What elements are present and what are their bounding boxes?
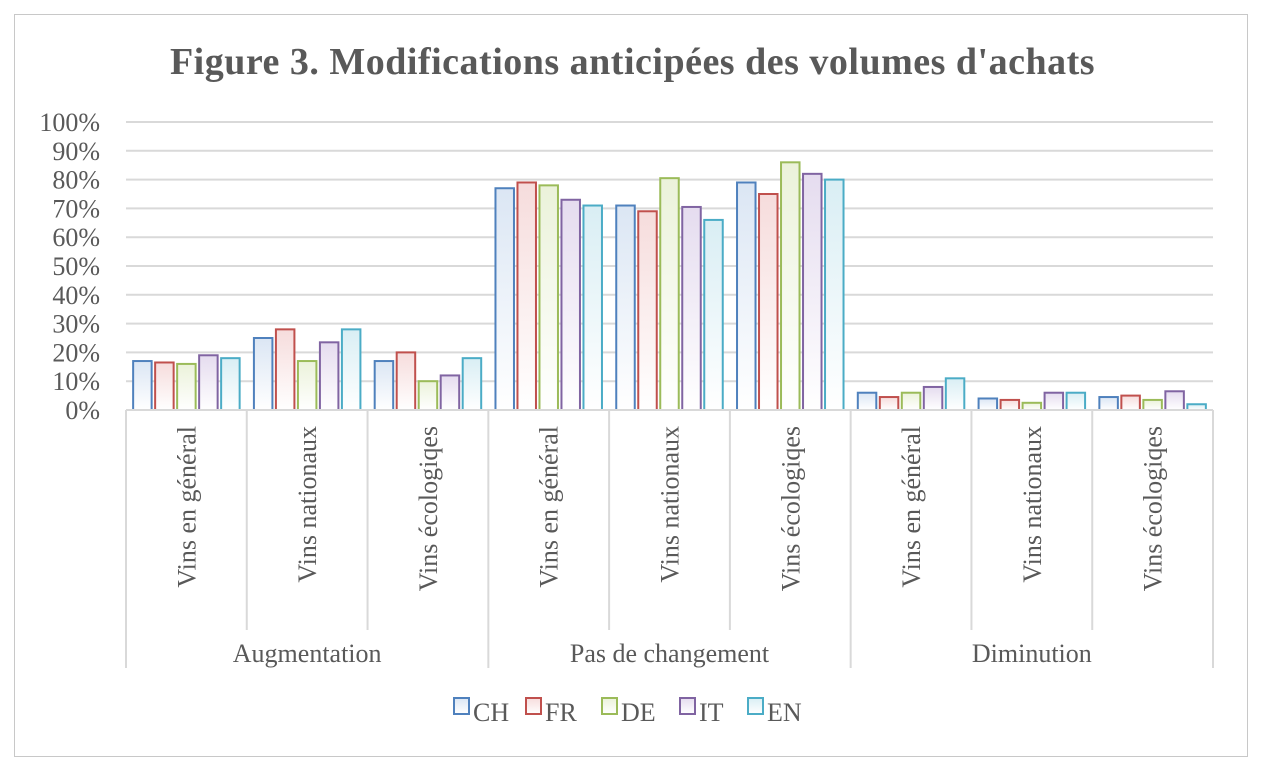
bar-ch	[736, 181, 757, 411]
bar-it	[802, 172, 823, 411]
y-tick-label: 40%	[52, 281, 100, 310]
bar-it	[318, 341, 340, 412]
bar-ch	[977, 397, 999, 412]
bar-ch	[132, 360, 153, 412]
chart-title: Figure 3. Modifications anticipées des v…	[169, 41, 1096, 83]
group-label: Augmentation	[233, 639, 382, 668]
group-label: Diminution	[972, 639, 1092, 668]
category-label: Vins nationaux	[293, 426, 322, 583]
bar-en	[1065, 391, 1087, 412]
category-label: Vins en général	[535, 426, 564, 588]
category-label: Vins nationaux	[1018, 426, 1047, 583]
y-tick-label: 20%	[52, 338, 100, 367]
legend-item-it: IT	[679, 697, 724, 727]
bar-it	[560, 198, 581, 411]
bar-ch	[1098, 396, 1119, 412]
y-tick-label: 80%	[52, 166, 100, 195]
bar-en	[340, 328, 362, 411]
bar-fr	[878, 396, 900, 412]
legend-item-en: EN	[747, 697, 802, 727]
category-label: Vins nationaux	[656, 426, 685, 583]
bar-de	[1142, 398, 1163, 412]
legend-item-ch: CH	[453, 697, 509, 727]
bar-fr	[999, 398, 1021, 412]
y-axis-ticks: 0%10%20%30%40%50%60%70%80%90%100%	[39, 108, 100, 425]
bar-en	[703, 218, 724, 411]
category-label: Vins écologiqes	[776, 426, 805, 591]
y-tick-label: 10%	[52, 367, 100, 396]
bar-it	[922, 385, 944, 411]
legend-label: FR	[545, 698, 577, 727]
x-axis	[125, 409, 1214, 668]
legend-label: DE	[621, 698, 656, 727]
bar-de	[659, 177, 680, 411]
bar-it	[1164, 390, 1185, 411]
bar-en	[582, 204, 603, 411]
bar-de	[900, 391, 922, 412]
legend-swatch	[525, 697, 542, 715]
y-tick-label: 100%	[39, 108, 100, 137]
bar-en	[220, 357, 241, 412]
y-tick-label: 50%	[52, 252, 100, 281]
bar-fr	[1120, 394, 1141, 412]
bar-it	[1043, 391, 1065, 412]
legend-label: CH	[473, 698, 509, 727]
bar-fr	[395, 351, 417, 411]
category-label: Vins écologiqes	[1139, 426, 1168, 591]
legend-swatch	[747, 697, 764, 715]
bar-de	[176, 362, 197, 412]
group-label: Pas de changement	[570, 639, 770, 668]
legend-swatch	[679, 697, 696, 715]
bar-ch	[856, 391, 878, 412]
bar-en	[461, 357, 483, 412]
bar-fr	[154, 361, 175, 412]
category-label: Vins en général	[172, 426, 201, 588]
category-labels: Vins en général Vins nationaux Vins écolog…	[172, 426, 1167, 668]
y-tick-label: 30%	[52, 310, 100, 339]
y-tick-label: 70%	[52, 194, 100, 223]
bar-en	[944, 377, 966, 412]
y-tick-label: 60%	[52, 223, 100, 252]
legend-swatch	[453, 697, 470, 715]
bar-ch	[615, 204, 636, 411]
bars	[132, 161, 1207, 412]
bar-ch	[373, 360, 395, 412]
bar-de	[1021, 401, 1043, 411]
legend-label: IT	[699, 698, 724, 727]
bar-en	[824, 178, 845, 411]
bar-de	[296, 360, 318, 412]
bar-it	[681, 205, 702, 411]
legend-swatch	[601, 697, 618, 715]
category-label: Vins en général	[897, 426, 926, 588]
legend-label: EN	[767, 698, 802, 727]
bar-it	[198, 354, 219, 411]
bar-it	[439, 374, 461, 412]
bar-ch	[494, 187, 515, 411]
bar-ch	[252, 337, 274, 411]
bar-fr	[274, 328, 296, 411]
legend: CH FR DE IT EN	[453, 697, 802, 727]
legend-item-fr: FR	[525, 697, 577, 727]
legend-item-de: DE	[601, 697, 656, 727]
bar-de	[780, 161, 801, 411]
bar-fr	[637, 210, 658, 411]
bar-de	[417, 380, 439, 412]
y-tick-label: 90%	[52, 137, 100, 166]
bar-fr	[516, 181, 537, 411]
y-tick-label: 0%	[65, 396, 100, 425]
bar-de	[538, 184, 559, 411]
bar-fr	[758, 193, 779, 411]
category-label: Vins écologiqes	[414, 426, 443, 591]
